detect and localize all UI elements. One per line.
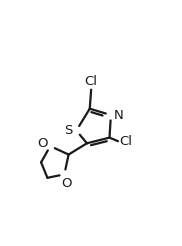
Text: N: N (114, 108, 123, 122)
Text: Cl: Cl (85, 75, 98, 88)
Text: Cl: Cl (119, 135, 132, 148)
Text: O: O (61, 177, 72, 190)
Text: S: S (64, 124, 73, 137)
Text: O: O (37, 137, 48, 150)
